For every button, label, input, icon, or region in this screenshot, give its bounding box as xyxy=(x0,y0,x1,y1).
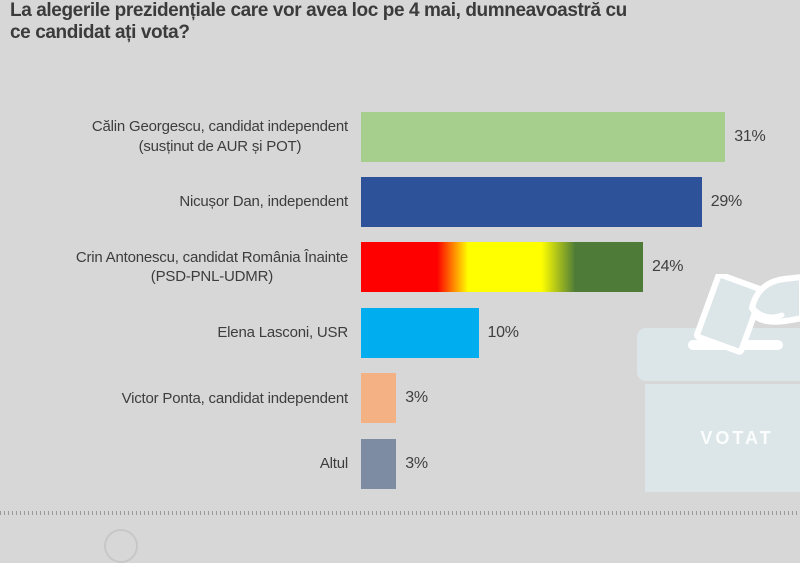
candidate-label: Călin Georgescu, candidat independent (su… xyxy=(0,117,348,156)
poll-question-line-2: ce candidat ați vota? xyxy=(10,22,190,44)
candidate-label-line: (susținut de AUR și POT) xyxy=(138,137,302,155)
candidate-label-text: Elena Lasconi, USR xyxy=(217,323,348,343)
candidate-label: Crin Antonescu, candidat România Înainte… xyxy=(0,248,348,287)
candidate-value: 24% xyxy=(652,258,684,276)
votat-stamp-label: VOTAT xyxy=(700,428,774,448)
ballot-box-icon xyxy=(637,274,800,492)
candidate-label-text: Altul xyxy=(320,454,348,474)
poll-question-title: La alegerile prezidențiale care vor avea… xyxy=(10,0,792,45)
candidate-label-text: Victor Ponta, candidat independent xyxy=(121,389,349,409)
candidate-bar xyxy=(361,438,397,489)
candidate-label: Nicușor Dan, independent xyxy=(0,192,348,212)
candidate-value: 3% xyxy=(405,454,428,472)
candidate-label-line: Victor Ponta, candidat independent xyxy=(121,389,349,407)
candidate-label-text: Călin Georgescu, candidat independent (su… xyxy=(92,117,348,156)
ballot-box-body xyxy=(645,384,800,492)
candidate-value: 3% xyxy=(405,389,428,407)
candidate-label: Altul xyxy=(0,454,348,474)
candidate-label-text: Crin Antonescu, candidat România Înainte… xyxy=(76,248,348,287)
candidate-label-line: Elena Lasconi, USR xyxy=(217,324,348,342)
chart-row: Nicușor Dan, independent 29% xyxy=(0,169,800,234)
candidate-label-line: Călin Georgescu, candidat independent xyxy=(91,118,348,136)
candidate-bar xyxy=(361,373,397,424)
poll-question-line-1: La alegerile prezidențiale care vor avea… xyxy=(10,0,627,21)
chart-row: Altul 3% xyxy=(0,431,800,496)
voter-hand-finger xyxy=(749,304,785,320)
candidate-value: 10% xyxy=(487,323,519,341)
candidate-value: 31% xyxy=(734,127,766,145)
candidate-bar xyxy=(361,111,726,162)
chart-row: Victor Ponta, candidat independent 3% xyxy=(0,366,800,431)
candidate-label-text: Nicușor Dan, independent xyxy=(179,192,348,212)
chart-row: Crin Antonescu, candidat România Înainte… xyxy=(0,235,800,300)
candidate-label-line: Crin Antonescu, candidat România Înainte xyxy=(75,248,348,266)
dotted-divider xyxy=(0,511,800,515)
poll-bar-chart: Călin Georgescu, candidat independent (su… xyxy=(0,104,800,496)
voter-hand xyxy=(749,274,800,325)
candidate-bar xyxy=(361,242,643,293)
chart-row: Elena Lasconi, USR 10% xyxy=(0,300,800,365)
candidate-label-line: Altul xyxy=(319,454,348,472)
ballot-envelope xyxy=(694,274,766,355)
candidate-label-line: (PSD-PNL-UDMR) xyxy=(150,268,273,286)
candidate-label: Victor Ponta, candidat independent xyxy=(0,389,349,409)
candidate-value: 29% xyxy=(710,193,742,211)
cutoff-logo-arc xyxy=(104,529,138,563)
candidate-label: Elena Lasconi, USR xyxy=(0,323,348,343)
candidate-label-line: Nicușor Dan, independent xyxy=(179,193,348,211)
chart-row: Călin Georgescu, candidat independent (su… xyxy=(0,104,800,169)
candidate-bar xyxy=(361,177,702,228)
candidate-bar xyxy=(361,307,479,358)
